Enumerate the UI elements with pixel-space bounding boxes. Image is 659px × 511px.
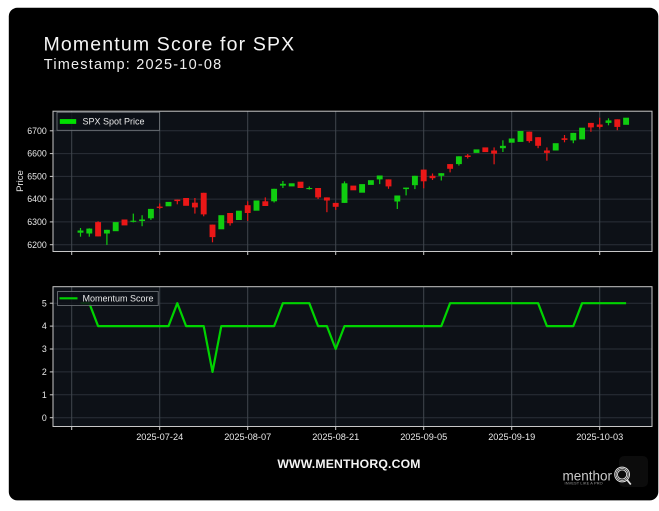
svg-text:6400: 6400: [27, 194, 47, 204]
svg-text:Price: Price: [15, 170, 26, 192]
svg-text:6600: 6600: [27, 149, 47, 159]
svg-text:1: 1: [42, 390, 47, 400]
svg-text:2025-07-24: 2025-07-24: [136, 432, 183, 442]
svg-text:5: 5: [42, 298, 47, 308]
svg-text:4: 4: [42, 321, 47, 331]
svg-text:Timestamp: 2025-10-08: Timestamp: 2025-10-08: [44, 57, 223, 73]
svg-text:3: 3: [42, 344, 47, 354]
svg-text:menthor: menthor: [563, 469, 613, 484]
svg-text:SPX Spot Price: SPX Spot Price: [83, 117, 145, 127]
svg-text:Momentum Score for SPX: Momentum Score for SPX: [44, 34, 296, 56]
svg-text:2025-10-03: 2025-10-03: [576, 432, 623, 442]
svg-text:2025-09-19: 2025-09-19: [488, 432, 535, 442]
svg-text:6700: 6700: [27, 126, 47, 136]
svg-text:2025-08-07: 2025-08-07: [224, 432, 271, 442]
svg-text:2025-09-05: 2025-09-05: [400, 432, 447, 442]
svg-text:6300: 6300: [27, 217, 47, 227]
svg-text:2025-08-21: 2025-08-21: [312, 432, 359, 442]
svg-text:2: 2: [42, 367, 47, 377]
svg-text:INVEST LIKE A PRO: INVEST LIKE A PRO: [565, 480, 603, 485]
svg-text:0: 0: [42, 413, 47, 423]
svg-text:Momentum Score: Momentum Score: [83, 293, 154, 303]
svg-text:WWW.MENTHORQ.COM: WWW.MENTHORQ.COM: [277, 457, 420, 471]
svg-text:6200: 6200: [27, 240, 47, 250]
svg-text:6500: 6500: [27, 172, 47, 182]
